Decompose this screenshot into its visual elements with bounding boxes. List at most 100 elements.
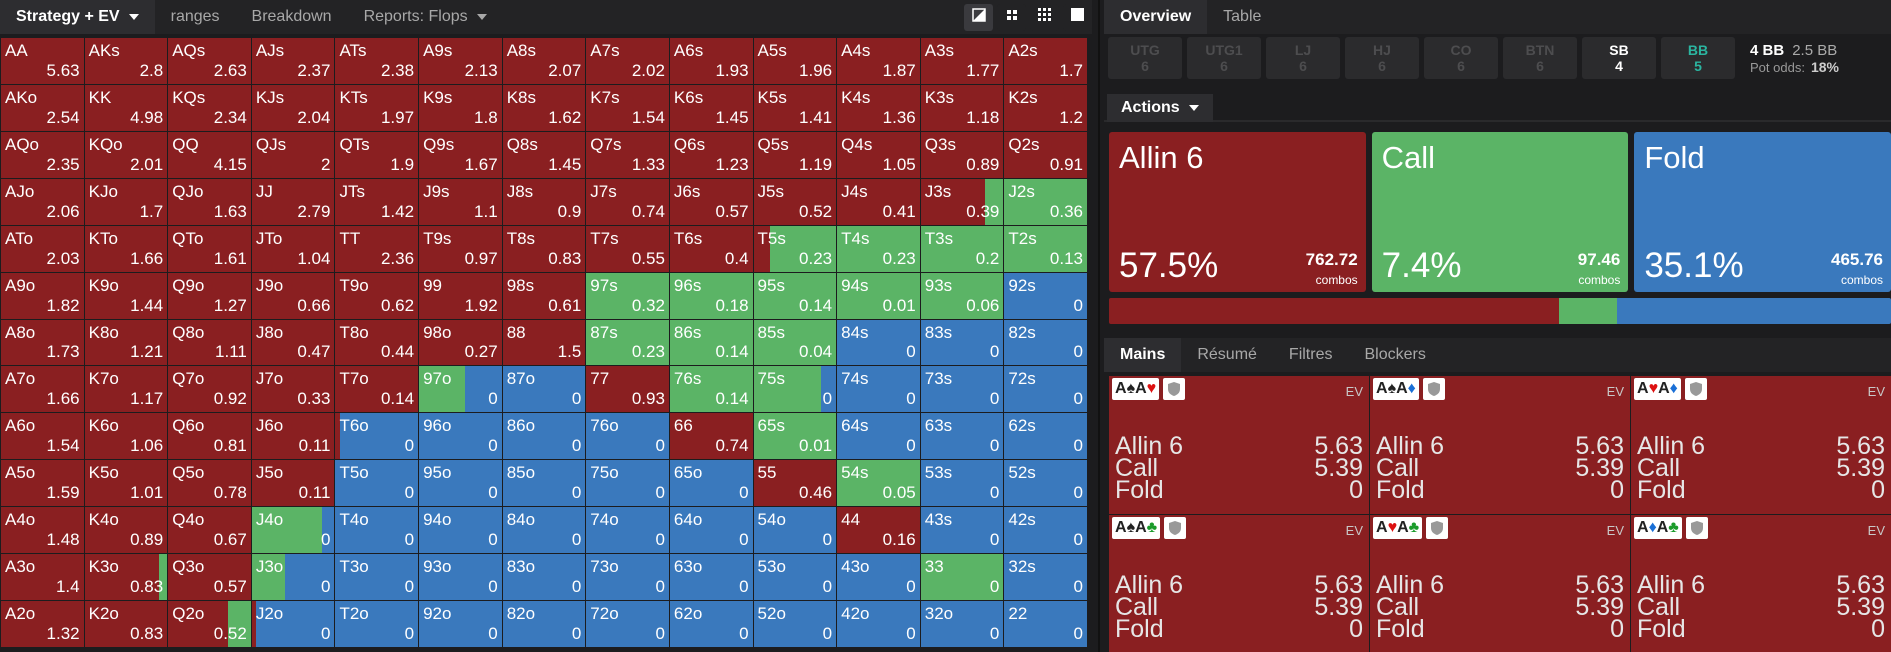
- hand-cell[interactable]: 55 0.46: [753, 460, 837, 507]
- position-lj[interactable]: LJ 6: [1266, 37, 1340, 79]
- hand-cell[interactable]: J9o 0.66: [251, 272, 335, 319]
- hand-cell[interactable]: A2s 1.7: [1004, 38, 1087, 84]
- tab-breakdown[interactable]: Breakdown: [236, 0, 348, 34]
- position-co[interactable]: CO 6: [1424, 37, 1498, 79]
- hand-cell[interactable]: A8s 2.07: [502, 38, 586, 84]
- hand-cell[interactable]: QTs 1.9: [335, 131, 419, 178]
- hand-cell[interactable]: Q7s 1.33: [586, 131, 669, 178]
- hand-cell[interactable]: T9o 0.62: [335, 272, 419, 319]
- hand-cell[interactable]: AJs 2.37: [251, 38, 335, 84]
- hand-cell[interactable]: T3s 0.2: [920, 225, 1004, 272]
- hand-cell[interactable]: 93s 0.06: [920, 272, 1004, 319]
- hand-cell[interactable]: A2o 1.32: [1, 601, 84, 647]
- hand-cell[interactable]: 84s 0: [837, 319, 920, 366]
- hand-cell[interactable]: 85o 0: [502, 460, 586, 507]
- hand-cell[interactable]: K2s 1.2: [1004, 84, 1087, 131]
- hand-cell[interactable]: 75s 0: [753, 366, 837, 413]
- hand-cell[interactable]: K4s 1.36: [837, 84, 920, 131]
- hand-cell[interactable]: A3s 1.77: [920, 38, 1004, 84]
- hand-cell[interactable]: J5s 0.52: [753, 178, 837, 225]
- hand-cell[interactable]: Q3s 0.89: [920, 131, 1004, 178]
- hand-cell[interactable]: 63o 0: [669, 554, 753, 601]
- hand-cell[interactable]: 66 0.74: [669, 413, 753, 460]
- hand-cell[interactable]: Q7o 0.92: [168, 366, 251, 413]
- hand-cell[interactable]: T4s 0.23: [837, 225, 920, 272]
- shield-icon[interactable]: [1163, 378, 1186, 400]
- hand-cell[interactable]: 98o 0.27: [419, 319, 502, 366]
- hand-cell[interactable]: 93o 0: [419, 554, 502, 601]
- hand-cell[interactable]: 95o 0: [419, 460, 502, 507]
- hand-cell[interactable]: 52o 0: [753, 601, 837, 647]
- hand-cell[interactable]: K7o 1.17: [84, 366, 168, 413]
- hand-cell[interactable]: T2s 0.13: [1004, 225, 1087, 272]
- hand-cell[interactable]: A4s 1.87: [837, 38, 920, 84]
- hand-cell[interactable]: Q8o 1.11: [168, 319, 251, 366]
- hand-cell[interactable]: KK 4.98: [84, 84, 168, 131]
- hand-cell[interactable]: 72o 0: [586, 601, 669, 647]
- hand-cell[interactable]: T8o 0.44: [335, 319, 419, 366]
- hand-cell[interactable]: 85s 0.04: [753, 319, 837, 366]
- position-utg1[interactable]: UTG1 6: [1187, 37, 1261, 79]
- hand-cell[interactable]: J7o 0.33: [251, 366, 335, 413]
- hand-cell[interactable]: A3o 1.4: [1, 554, 84, 601]
- tab-ranges[interactable]: ranges: [155, 0, 236, 34]
- hand-cell[interactable]: K5s 1.41: [753, 84, 837, 131]
- combo-cell[interactable]: A ♦ A ♣ EV Allin 6 5.63 Call 5.39 Fold 0: [1631, 514, 1891, 652]
- hand-cell[interactable]: KJs 2.04: [251, 84, 335, 131]
- hand-cell[interactable]: 64o 0: [669, 507, 753, 554]
- hand-cell[interactable]: Q8s 1.45: [502, 131, 586, 178]
- hand-cell[interactable]: J6o 0.11: [251, 413, 335, 460]
- hand-cell[interactable]: A6s 1.93: [669, 38, 753, 84]
- hand-cell[interactable]: Q3o 0.57: [168, 554, 251, 601]
- hand-cell[interactable]: J3s 0.39: [920, 178, 1004, 225]
- hand-cell[interactable]: Q2s 0.91: [1004, 131, 1087, 178]
- hand-cell[interactable]: 65o 0: [669, 460, 753, 507]
- hand-cell[interactable]: 83o 0: [502, 554, 586, 601]
- hand-cell[interactable]: ATs 2.38: [335, 38, 419, 84]
- hand-cell[interactable]: 97o 0: [419, 366, 502, 413]
- hand-cell[interactable]: QTo 1.61: [168, 225, 251, 272]
- panel-divider[interactable]: [1098, 0, 1100, 652]
- hand-cell[interactable]: 83s 0: [920, 319, 1004, 366]
- tab-reports-flops[interactable]: Reports: Flops: [348, 0, 503, 34]
- hand-cell[interactable]: A5s 1.96: [753, 38, 837, 84]
- hand-cell[interactable]: A7o 1.66: [1, 366, 84, 413]
- hand-cell[interactable]: Q2o 0.52: [168, 601, 251, 647]
- hand-cell[interactable]: JJ 2.79: [251, 178, 335, 225]
- hand-cell[interactable]: J7s 0.74: [586, 178, 669, 225]
- hand-cell[interactable]: A5o 1.59: [1, 460, 84, 507]
- hand-cell[interactable]: ATo 2.03: [1, 225, 84, 272]
- tab-strategy-ev[interactable]: Strategy + EV: [0, 0, 155, 34]
- hand-cell[interactable]: A6o 1.54: [1, 413, 84, 460]
- action-card-fold[interactable]: Fold 35.1% 465.76 combos: [1634, 132, 1891, 292]
- hand-cell[interactable]: T7s 0.55: [586, 225, 669, 272]
- hand-cell[interactable]: 53s 0: [920, 460, 1004, 507]
- hand-cell[interactable]: 54s 0.05: [837, 460, 920, 507]
- tab-table[interactable]: Table: [1207, 0, 1277, 34]
- hand-cell[interactable]: 96o 0: [419, 413, 502, 460]
- hand-cell[interactable]: J2s 0.36: [1004, 178, 1087, 225]
- hand-cell[interactable]: 43s 0: [920, 507, 1004, 554]
- hand-cell[interactable]: 94s 0.01: [837, 272, 920, 319]
- hand-cell[interactable]: 94o 0: [419, 507, 502, 554]
- hand-cell[interactable]: Q4s 1.05: [837, 131, 920, 178]
- hand-cell[interactable]: K8o 1.21: [84, 319, 168, 366]
- hand-cell[interactable]: 74s 0: [837, 366, 920, 413]
- grid-view-button[interactable]: [1030, 3, 1059, 31]
- hand-cell[interactable]: J8s 0.9: [502, 178, 586, 225]
- hand-cell[interactable]: KTo 1.66: [84, 225, 168, 272]
- hand-cell[interactable]: 42o 0: [837, 601, 920, 647]
- shield-icon[interactable]: [1685, 516, 1708, 539]
- position-bb[interactable]: BB 5: [1661, 37, 1735, 79]
- hand-cell[interactable]: QQ 4.15: [168, 131, 251, 178]
- hand-cell[interactable]: Q6s 1.23: [669, 131, 753, 178]
- combo-cell[interactable]: A ♠ A ♦ EV Allin 6 5.63 Call 5.39 Fold 0: [1370, 376, 1630, 514]
- hand-cell[interactable]: T9s 0.97: [419, 225, 502, 272]
- hand-cell[interactable]: 32s 0: [1004, 554, 1087, 601]
- hand-cell[interactable]: 54o 0: [753, 507, 837, 554]
- hand-cell[interactable]: K4o 0.89: [84, 507, 168, 554]
- hand-cell[interactable]: 87o 0: [502, 366, 586, 413]
- hand-cell[interactable]: 43o 0: [837, 554, 920, 601]
- hand-cell[interactable]: 88 1.5: [502, 319, 586, 366]
- hand-cell[interactable]: K7s 1.54: [586, 84, 669, 131]
